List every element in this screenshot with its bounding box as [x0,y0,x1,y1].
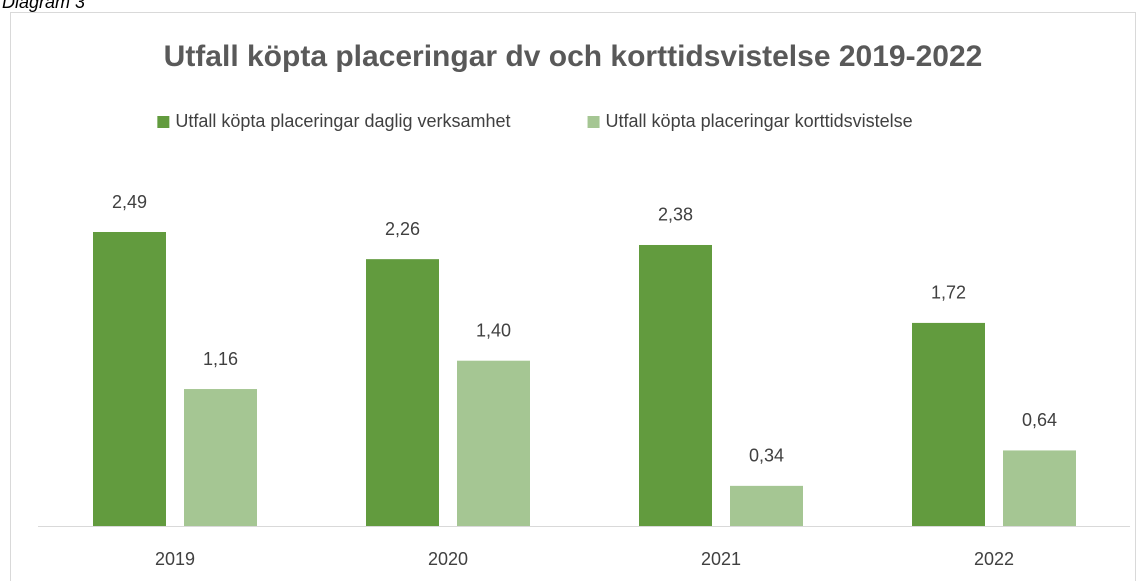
x-tick-label: 2022 [974,549,1014,569]
data-label: 1,72 [931,283,966,303]
legend-swatch [587,116,600,128]
caption: Diagram 3 [2,0,85,12]
data-label: 2,26 [385,219,420,239]
data-label: 2,49 [112,192,147,212]
legend-label: Utfall köpta placeringar daglig verksamh… [175,111,510,131]
data-label: 0,34 [749,446,784,466]
x-tick-label: 2020 [428,549,468,569]
bar [1003,450,1076,526]
x-tick-label: 2021 [701,549,741,569]
bar [366,259,439,526]
data-label: 2,38 [658,205,693,225]
bar [730,485,803,526]
bar [93,232,166,526]
data-label: 1,40 [476,320,511,340]
bar [639,244,712,526]
data-label: 0,64 [1022,410,1057,430]
bar [184,389,257,526]
x-tick-label: 2019 [155,549,195,569]
legend-label: Utfall köpta placeringar korttidsvistels… [606,111,913,131]
data-label: 1,16 [203,349,238,369]
bar [457,360,530,526]
chart-title: Utfall köpta placeringar dv och korttids… [164,40,983,73]
legend-swatch [157,116,170,128]
bar [912,322,985,526]
